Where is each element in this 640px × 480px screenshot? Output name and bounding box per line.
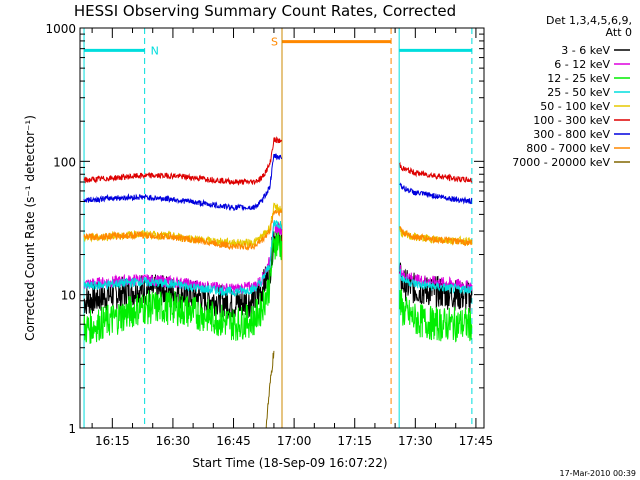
observing-flag-markers: NS <box>84 36 472 57</box>
legend-label-2: 12 - 25 keV <box>547 72 610 85</box>
series-layer <box>83 136 473 429</box>
series-line-2 <box>83 232 473 344</box>
x-tick-label: 17:15 <box>337 434 372 448</box>
chart-title: HESSI Observing Summary Count Rates, Cor… <box>74 2 456 20</box>
y-tick-label: 10 <box>61 289 76 303</box>
x-tick-label: 16:15 <box>95 434 130 448</box>
y-tick-label: 1000 <box>45 22 76 36</box>
x-tick-label: 17:30 <box>398 434 433 448</box>
flag-marker-label-0: N <box>151 44 159 57</box>
x-tick-label: 17:00 <box>277 434 312 448</box>
series-line-3 <box>83 220 473 297</box>
flag-marker-label-2: S <box>271 36 278 49</box>
series-line-7 <box>83 208 473 251</box>
legend-label-1: 6 - 12 keV <box>554 58 610 71</box>
legend-label-7: 800 - 7000 keV <box>526 142 610 155</box>
x-tick-label: 16:30 <box>156 434 191 448</box>
legend-label-3: 25 - 50 keV <box>547 86 610 99</box>
series-line-6 <box>83 153 473 212</box>
footer-timestamp: 17-Mar-2010 00:39 <box>560 469 637 478</box>
legend-header-line-2: Att 0 <box>606 26 632 39</box>
series-line-8 <box>265 350 275 429</box>
y-tick-label: 100 <box>53 155 76 169</box>
observing-flag-vertical-lines <box>83 28 473 428</box>
legend-label-5: 100 - 300 keV <box>533 114 610 127</box>
legend-label-4: 50 - 100 keV <box>540 100 610 113</box>
legend-label-6: 300 - 800 keV <box>533 128 610 141</box>
x-tick-label: 17:45 <box>459 434 494 448</box>
series-line-5 <box>83 136 473 186</box>
x-axis-title: Start Time (18-Sep-09 16:07:22) <box>192 456 387 470</box>
y-axis-ticks: 1 10 100 1000 <box>45 22 484 436</box>
legend-header-line-1: Det 1,3,4,5,6,9, <box>546 14 632 27</box>
x-axis-ticks: 16:15 16:30 16:45 17:00 17:15 17:30 17:45 <box>91 28 494 448</box>
plot-frame <box>79 27 485 429</box>
y-axis-title: Corrected Count Rate (s⁻¹ detector⁻¹) <box>23 115 37 341</box>
y-tick-label: 1 <box>68 422 76 436</box>
legend-label-0: 3 - 6 keV <box>561 44 610 57</box>
legend-label-8: 7000 - 20000 keV <box>512 156 610 169</box>
x-tick-label: 16:45 <box>216 434 251 448</box>
